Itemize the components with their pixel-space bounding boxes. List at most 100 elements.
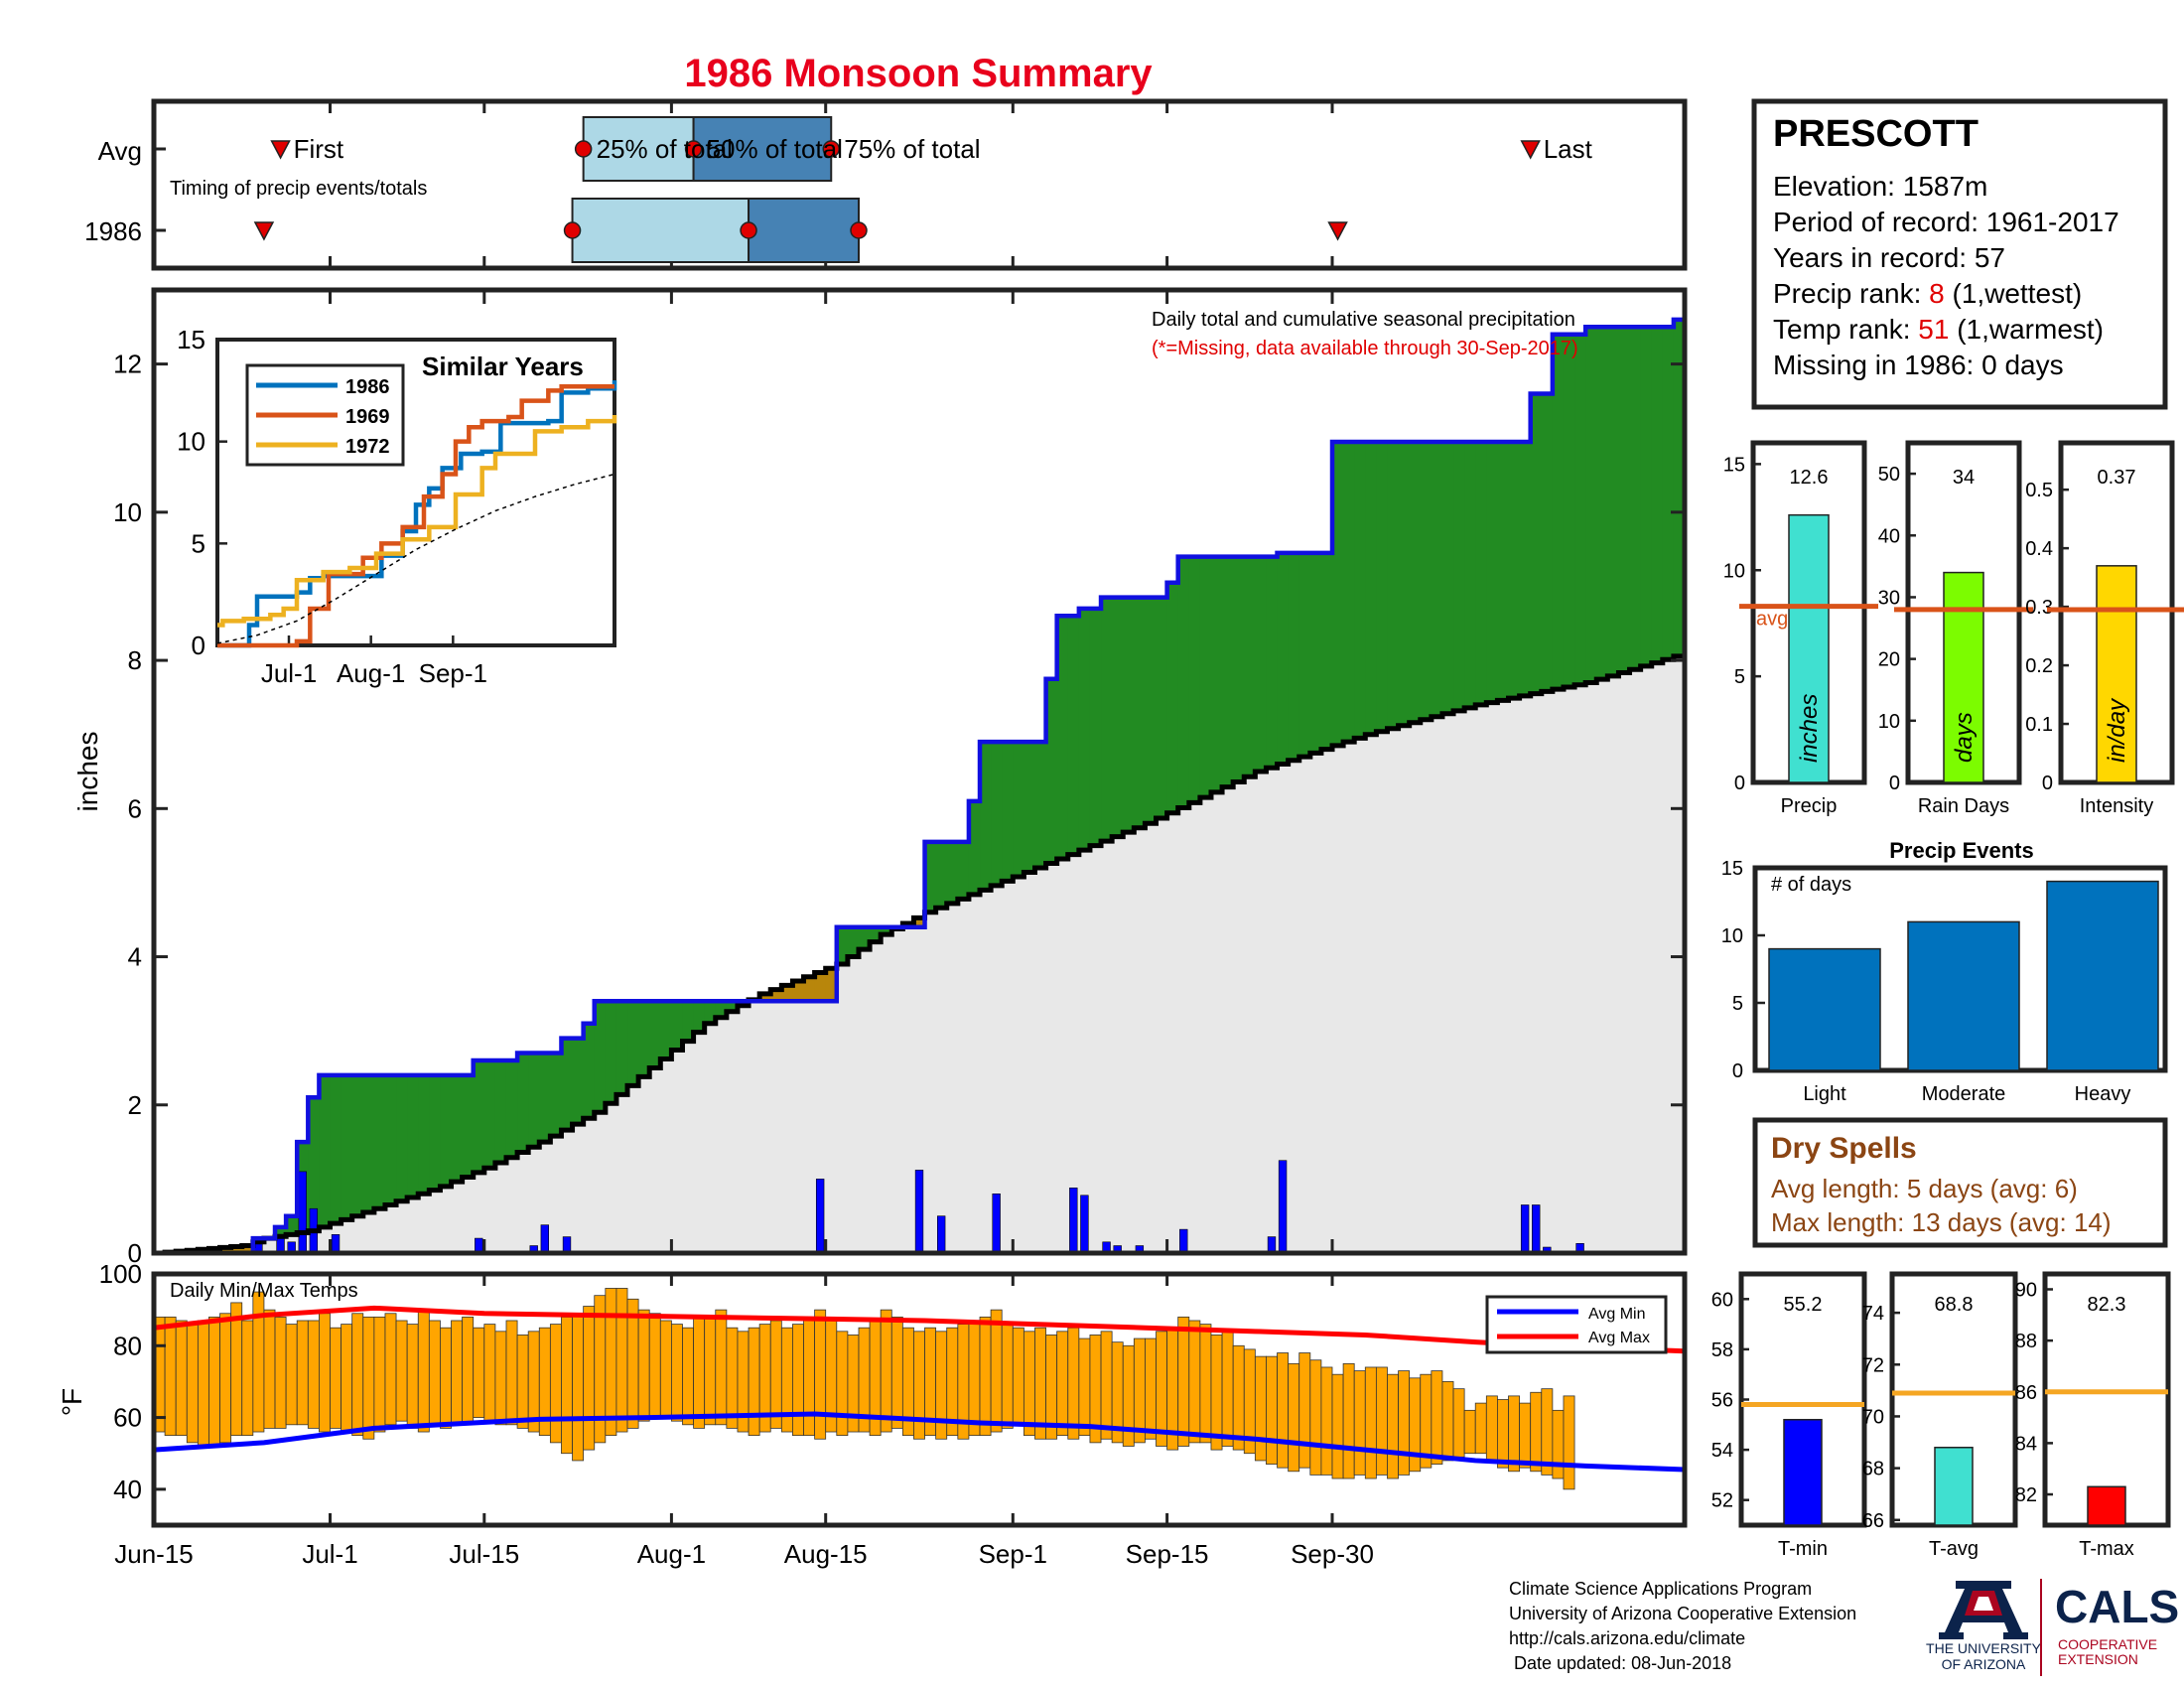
daily-temp-bar (890, 1316, 903, 1429)
above-average-fill (1398, 441, 1411, 726)
above-average-fill (429, 1074, 442, 1191)
temp-stat-ytick-label: 82 (2015, 1484, 2037, 1506)
above-average-fill (1497, 441, 1510, 701)
temp-stat-bar-T-min (1783, 1418, 1823, 1526)
daily-temp-bar (1353, 1370, 1366, 1476)
daily-temp-bar (1156, 1331, 1168, 1447)
stat-ytick-label: 20 (1878, 649, 1900, 671)
daily-temp-bar (263, 1309, 276, 1429)
station-name: PRESCOTT (1773, 113, 1979, 155)
daily-temp-bar (814, 1309, 827, 1440)
daily-temp-bar (1254, 1355, 1267, 1462)
daily-temp-bar (1232, 1344, 1245, 1451)
daily-temp-bar (1474, 1402, 1487, 1455)
above-average-fill (1177, 556, 1190, 808)
stat-ytick-label: 0.2 (2025, 655, 2053, 677)
above-average-fill (1574, 334, 1586, 685)
above-average-fill (1277, 552, 1290, 765)
daily-temp-bar (1210, 1335, 1223, 1451)
above-average-fill (396, 1074, 408, 1201)
dry-spells-box (1752, 1117, 2168, 1248)
events-category-label: Moderate (1922, 1083, 2006, 1105)
above-average-fill (1013, 742, 1024, 877)
above-average-fill (1464, 441, 1476, 708)
station-box (1751, 98, 2168, 410)
above-average-fill (1354, 441, 1366, 739)
daily-temp-bar (164, 1316, 177, 1437)
station-years: Years in record: 57 (1773, 242, 2005, 273)
year-last-marker (1327, 221, 1348, 241)
stat-axis-label: Precip (1781, 795, 1838, 817)
daily-temp-bar (1364, 1366, 1377, 1479)
stat-axis-label: Rain Days (1918, 795, 2009, 817)
inset-legend-label: 1986 (345, 376, 390, 398)
daily-precip-bar (1069, 1188, 1078, 1254)
daily-temp-bar (296, 1320, 309, 1426)
above-average-fill (693, 1001, 706, 1033)
daily-temp-bar (561, 1316, 573, 1455)
avg-first-label: First (294, 134, 344, 164)
daily-temp-bar (175, 1320, 188, 1437)
above-average-fill (980, 742, 992, 891)
daily-temp-bar (659, 1320, 672, 1418)
temp-rank-prefix: Temp rank: (1773, 314, 1919, 345)
above-average-fill (924, 841, 937, 913)
temp-stat-value-label: 82.3 (2088, 1294, 2126, 1316)
daily-precip-bar (815, 1179, 825, 1254)
daily-temp-bar (1001, 1324, 1014, 1429)
temp-stat-ytick-label: 70 (1862, 1406, 1884, 1428)
daily-temp-bar (990, 1309, 1003, 1433)
avg-25-marker (574, 140, 593, 158)
inset-xtick-label: Sep-1 (419, 658, 487, 688)
station-period: Period of record: 1961-2017 (1773, 207, 2119, 237)
daily-temp-bar (1078, 1337, 1091, 1437)
inset-line-1969 (217, 383, 614, 648)
stat-axis-label: Intensity (2080, 795, 2153, 817)
stat-unit-label: inches (1796, 694, 1823, 763)
x-tick-label: Sep-30 (1291, 1539, 1374, 1569)
daily-temp-bar (583, 1306, 596, 1451)
temp-stat-ytick-label: 90 (2015, 1279, 2037, 1301)
footer-line-3: http://cals.arizona.edu/climate (1509, 1628, 1746, 1648)
daily-temp-bar (615, 1288, 628, 1433)
daily-temp-bar (417, 1309, 430, 1433)
main-note: Daily total and cumulative seasonal prec… (1152, 309, 1575, 331)
temp-panel: 40 60 80 100 Jun-15 Jul-1 Jul-15 Aug-1 Aug-15 Sep… (57, 1259, 1688, 1569)
above-average-fill (351, 1074, 364, 1216)
daily-temp-bar (1452, 1388, 1465, 1458)
above-average-fill (1056, 616, 1069, 860)
daily-temp-bar (1288, 1362, 1300, 1473)
cals-logo-line2: EXTENSION (2058, 1651, 2138, 1667)
x-tick-label: Jul-15 (449, 1539, 519, 1569)
above-average-fill (1112, 597, 1124, 837)
similar-years-inset: 0 5 10 15 Jul-1 Aug-1 Sep-1 Similar Years 1986… (177, 325, 617, 688)
daily-temp-bar (1023, 1331, 1035, 1437)
timing-subtitle: Timing of precip events/totals (170, 178, 427, 200)
year-25-50-box (571, 198, 751, 263)
events-ytick-label: 5 (1732, 993, 1743, 1015)
daily-temp-bar (186, 1324, 199, 1444)
above-average-fill (870, 926, 882, 942)
above-average-fill (1420, 441, 1433, 720)
legend-label-avg-min: Avg Min (1588, 1306, 1646, 1323)
stat-ytick-label: 0.3 (2025, 597, 2053, 619)
above-average-fill (1431, 441, 1443, 717)
x-tick-label: Aug-15 (784, 1539, 868, 1569)
above-average-fill (1266, 556, 1279, 769)
timing-row-label-avg: Avg (98, 136, 142, 166)
inset-legend-label: 1972 (345, 436, 390, 458)
below-average-fill (770, 989, 782, 1002)
above-average-fill (1475, 441, 1487, 705)
daily-temp-bar (274, 1316, 287, 1429)
daily-temp-bar (319, 1313, 331, 1433)
legend-label-avg-max: Avg Max (1588, 1330, 1650, 1346)
below-average-fill (825, 968, 838, 1002)
events-title: Precip Events (1889, 838, 2034, 863)
main-ytick-label: 2 (128, 1090, 142, 1120)
above-average-fill (594, 1001, 607, 1113)
daily-temp-bar (1387, 1373, 1399, 1479)
temp-stat-axis-label: T-min (1778, 1538, 1828, 1560)
above-average-fill (1662, 327, 1675, 660)
above-average-fill (615, 1001, 628, 1095)
stat-unit-label: in/day (2104, 697, 2130, 763)
